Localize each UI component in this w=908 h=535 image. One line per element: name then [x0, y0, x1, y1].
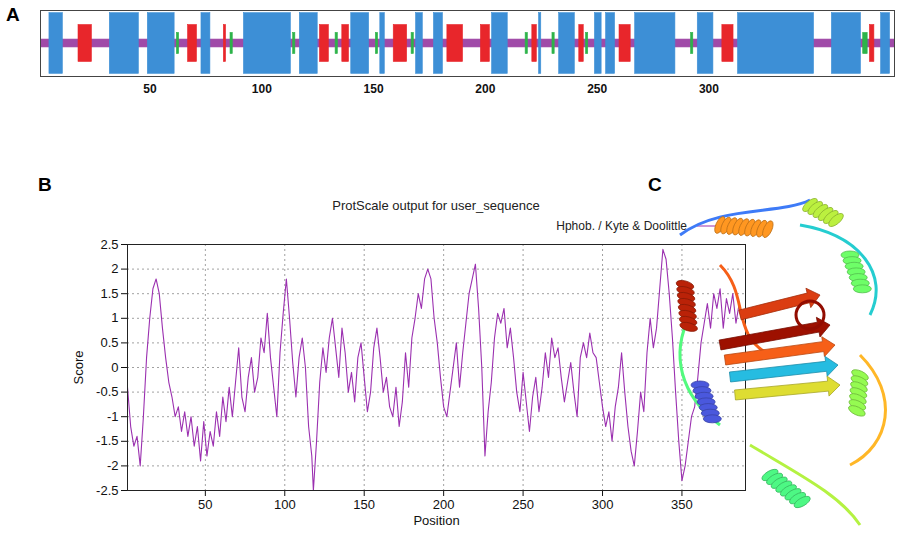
- svg-text:200: 200: [433, 497, 455, 512]
- svg-text:1: 1: [111, 310, 118, 325]
- svg-text:300: 300: [592, 497, 614, 512]
- svg-text:250: 250: [512, 497, 534, 512]
- svg-text:1.5: 1.5: [100, 286, 118, 301]
- html-text:Hphob. / Kyte & Doolittle: Hphob. / Kyte & Doolittle: [556, 218, 687, 233]
- svg-text:Score: Score: [71, 351, 86, 385]
- svg-text:200: 200: [475, 82, 495, 96]
- svg-text:300: 300: [699, 82, 719, 96]
- svg-text:-0.5: -0.5: [96, 384, 118, 399]
- svg-text:150: 150: [353, 497, 375, 512]
- html-text:B: B: [38, 174, 52, 195]
- svg-text:250: 250: [587, 82, 607, 96]
- svg-text:100: 100: [274, 497, 296, 512]
- svg-text:150: 150: [364, 82, 384, 96]
- svg-text:2: 2: [111, 261, 118, 276]
- svg-text:-2.5: -2.5: [96, 483, 118, 498]
- svg-text:50: 50: [143, 82, 157, 96]
- svg-text:Position: Position: [413, 513, 459, 528]
- svg-text:100: 100: [252, 82, 272, 96]
- html-text:C: C: [648, 174, 662, 195]
- svg-text:50: 50: [198, 497, 212, 512]
- svg-text:0.5: 0.5: [100, 335, 118, 350]
- svg-text:-1: -1: [107, 409, 119, 424]
- svg-text:-1.5: -1.5: [96, 433, 118, 448]
- svg-text:0: 0: [111, 360, 118, 375]
- svg-text:350: 350: [671, 497, 693, 512]
- svg-text:-2: -2: [107, 458, 119, 473]
- svg-text:2.5: 2.5: [100, 237, 118, 252]
- html-text:ProtScale output for user_sequ: ProtScale output for user_sequence: [332, 198, 540, 213]
- html-text:A: A: [6, 4, 20, 25]
